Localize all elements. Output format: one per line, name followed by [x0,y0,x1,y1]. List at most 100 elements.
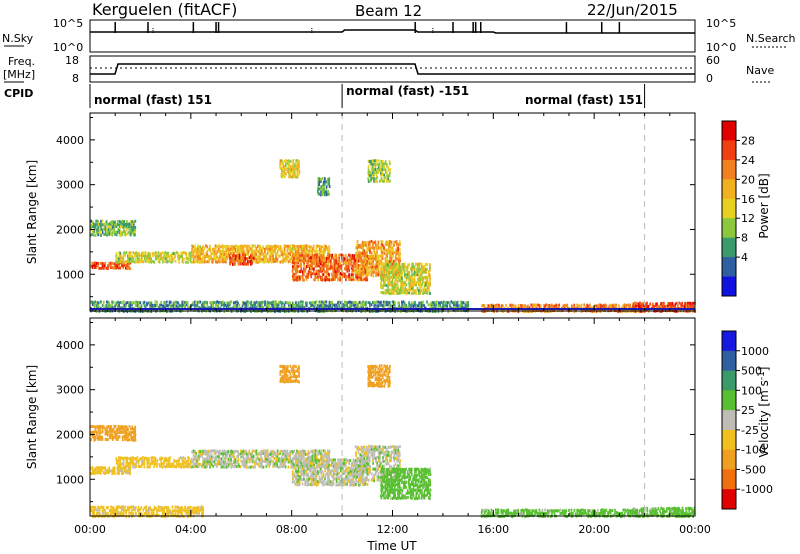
heatmap-cell [377,168,380,172]
heatmap-cell [128,228,131,232]
heatmap-cell [154,303,157,307]
heatmap-cell [308,451,311,455]
heatmap-cell [405,292,408,296]
heatmap-cell [422,268,425,272]
heatmap-cell [286,244,289,248]
heatmap-cell [389,239,391,243]
heatmap-cell [318,244,321,248]
heatmap-cell [342,272,345,276]
heatmap-cell [95,219,97,223]
heatmap-cell [401,306,403,310]
heatmap-cell [355,464,357,468]
heatmap-cell [408,275,411,279]
heatmap-cell [328,275,330,279]
heatmap-cell [337,264,339,267]
heatmap-cell [395,270,397,274]
heatmap-cell [382,165,384,169]
heatmap-cell [297,482,299,486]
heatmap-cell [196,465,199,469]
heatmap-cell [546,303,549,307]
heatmap-cell [283,170,286,174]
heatmap-cell [403,275,406,279]
heatmap-cell [387,291,390,294]
heatmap-cell [311,262,313,265]
heatmap-cell [357,264,360,268]
heatmap-cell [406,265,409,269]
heatmap-cell [288,175,290,179]
heatmap-cell [387,166,390,170]
heatmap-cell [322,458,325,462]
heatmap-cell [103,233,105,236]
heatmap-cell [377,243,380,247]
heatmap-cell [203,457,206,461]
heatmap-cell [296,470,298,474]
heatmap-cell [323,303,325,307]
heatmap-cell [132,233,135,237]
heatmap-cell [135,300,137,304]
heatmap-cell [101,303,104,307]
heatmap-cell [425,281,427,285]
heatmap-cell [656,304,659,308]
heatmap-cell [430,301,433,305]
heatmap-cell [254,257,256,261]
heatmap-cell [364,267,367,271]
heatmap-cell [123,230,125,234]
heatmap-cell [276,458,279,462]
heatmap-cell [316,264,319,268]
heatmap-cell [323,259,325,262]
heatmap-cell [121,472,123,475]
heatmap-cell [442,306,444,310]
heatmap-cell [109,228,111,232]
heatmap-cell [372,167,374,171]
heatmap-cell [325,257,328,260]
heatmap-cell [378,308,381,312]
heatmap-cell [265,454,267,458]
heatmap-cell [355,254,357,258]
heatmap-cell [489,304,492,308]
heatmap-cell [388,292,391,296]
heatmap-cell [91,300,94,304]
heatmap-cell [298,164,300,168]
heatmap-cell [245,247,248,250]
heatmap-cell [313,479,315,483]
heatmap-cell [382,179,384,183]
heatmap-cell [401,276,403,280]
heatmap-cell [161,462,164,465]
heatmap-cell [331,458,333,462]
heatmap-cell [313,301,315,305]
heatmap-cell [367,256,370,260]
heatmap-cell [293,169,296,173]
heatmap-cell [328,192,330,196]
heatmap-cell [399,289,402,292]
heatmap-cell [206,253,209,256]
heatmap-cell [252,460,255,464]
heatmap-cell [114,435,117,439]
heatmap-cell [310,450,312,454]
heatmap-cell [333,477,336,481]
heatmap-cell [259,257,262,261]
heatmap-cell [280,172,283,176]
heatmap-cell [412,304,414,308]
heatmap-cell [346,477,349,481]
heatmap-cell [95,432,98,436]
heatmap-cell [238,452,241,456]
heatmap-cell [301,469,304,473]
heatmap-cell [336,472,339,476]
heatmap-cell [285,460,287,464]
heatmap-cell [96,304,98,307]
heatmap-cell [401,283,403,287]
heatmap-cell [374,240,377,244]
heatmap-cell [370,251,373,255]
heatmap-cell [294,267,297,271]
heatmap-cell [335,483,338,487]
heatmap-cell [397,271,399,275]
heatmap-cell [343,461,346,465]
heatmap-cell [360,259,363,263]
heatmap-cell [294,469,297,473]
heatmap-cell [243,301,245,305]
heatmap-cell [332,482,335,486]
heatmap-cell [308,270,311,274]
heatmap-cell [250,259,252,263]
heatmap-cell [237,254,239,258]
heatmap-cell [366,259,369,263]
